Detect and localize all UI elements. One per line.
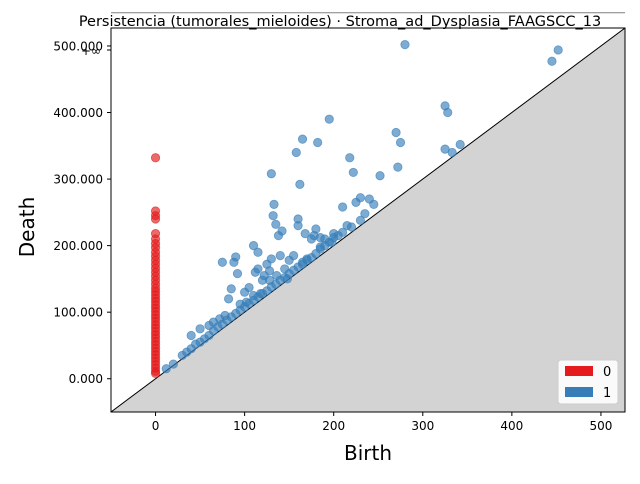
series-1-point xyxy=(232,268,243,279)
series-1-point xyxy=(264,275,275,285)
series-1-point xyxy=(547,56,557,66)
y-tick-label: 200.000 xyxy=(53,239,103,253)
series-1-point xyxy=(248,241,259,251)
series-1-point xyxy=(266,169,276,179)
legend-swatch-1 xyxy=(565,387,593,397)
series-1-point xyxy=(293,221,303,231)
series-1-point xyxy=(360,209,370,219)
series-1-point xyxy=(269,199,279,209)
series-1-point xyxy=(161,364,171,374)
series-1-point xyxy=(324,114,334,124)
series-1-point xyxy=(345,153,355,163)
series-1-point xyxy=(311,224,321,234)
series-1-points xyxy=(161,40,563,374)
series-1-point xyxy=(241,297,252,307)
series-1-point xyxy=(231,252,241,262)
y-axis-ticks: 0.000 100.000 200.000 300.000 400.000 500.000 xyxy=(53,39,111,386)
x-tick-label: 500 xyxy=(589,419,612,433)
series-1-point xyxy=(393,162,403,172)
x-tick-label: 300 xyxy=(411,419,434,433)
x-tick-label: 0 xyxy=(152,419,160,433)
series-1-point xyxy=(295,179,305,189)
series-1-point xyxy=(400,40,410,50)
y-tick-label: 400.000 xyxy=(53,106,103,120)
series-1-point xyxy=(289,251,299,261)
x-tick-label: 400 xyxy=(500,419,523,433)
x-tick-label: 200 xyxy=(322,419,345,433)
plot-frame xyxy=(110,27,626,413)
series-1-point xyxy=(391,127,401,138)
series-1-point xyxy=(282,274,292,284)
series-1-point xyxy=(266,254,276,264)
series-1-point xyxy=(244,282,254,293)
series-1-point xyxy=(333,231,343,241)
series-1-point xyxy=(168,359,178,369)
series-1-point xyxy=(277,226,287,236)
series-1-point xyxy=(369,199,379,209)
series-1-point xyxy=(443,107,453,118)
series-0-points xyxy=(150,153,161,379)
series-1-point xyxy=(300,229,310,239)
series-1-point xyxy=(338,202,348,212)
series-1-point xyxy=(220,310,230,321)
series-1-point xyxy=(355,215,366,225)
series-1-point xyxy=(186,330,196,341)
series-1-point xyxy=(217,257,227,267)
series-1-point xyxy=(195,324,205,334)
series-1-point xyxy=(268,211,278,221)
legend: 0 1 xyxy=(557,359,619,405)
series-1-point xyxy=(342,221,352,231)
y-tick-label: 500.000 xyxy=(53,39,103,53)
series-1-point xyxy=(272,270,282,281)
series-0-point xyxy=(150,214,161,224)
series-1-point xyxy=(297,134,308,144)
series-1-point xyxy=(553,45,563,55)
series-1-point xyxy=(291,147,301,158)
y-tick-label: 100.000 xyxy=(53,306,103,320)
legend-label-0: 0 xyxy=(603,365,611,380)
series-1-point xyxy=(355,193,366,203)
series-1-point xyxy=(253,247,263,257)
series-0-point xyxy=(150,368,161,379)
series-1-point xyxy=(327,237,337,247)
legend-swatch-0 xyxy=(565,366,593,376)
series-1-point xyxy=(223,294,234,304)
series-1-point xyxy=(455,139,465,150)
y-tick-label: 0.000 xyxy=(69,372,103,386)
series-1-point xyxy=(275,251,285,261)
series-1-point xyxy=(297,257,308,267)
x-axis-label: Birth xyxy=(344,441,392,465)
series-1-point xyxy=(375,171,385,181)
infinity-tick-label: +∞ xyxy=(81,44,101,58)
series-1-point xyxy=(271,219,281,229)
y-tick-label: 300.000 xyxy=(53,173,103,187)
series-1-point xyxy=(395,137,406,148)
series-1-point xyxy=(256,288,266,299)
series-1-point xyxy=(315,242,325,252)
series-1-point xyxy=(280,264,290,274)
series-1-point xyxy=(226,284,236,294)
y-axis-label: Death xyxy=(15,197,39,257)
legend-label-1: 1 xyxy=(603,386,611,401)
chart-title: Persistencia (tumorales_mieloides) · Str… xyxy=(79,14,601,30)
series-1-point xyxy=(313,137,323,148)
series-0-point xyxy=(150,153,161,163)
series-1-point xyxy=(348,167,358,178)
series-1-point xyxy=(447,147,457,158)
x-tick-label: 100 xyxy=(233,419,256,433)
series-1-point xyxy=(253,264,263,274)
series-1-point xyxy=(264,266,275,276)
x-axis-ticks: 0 100 200 300 400 500 xyxy=(152,412,612,433)
